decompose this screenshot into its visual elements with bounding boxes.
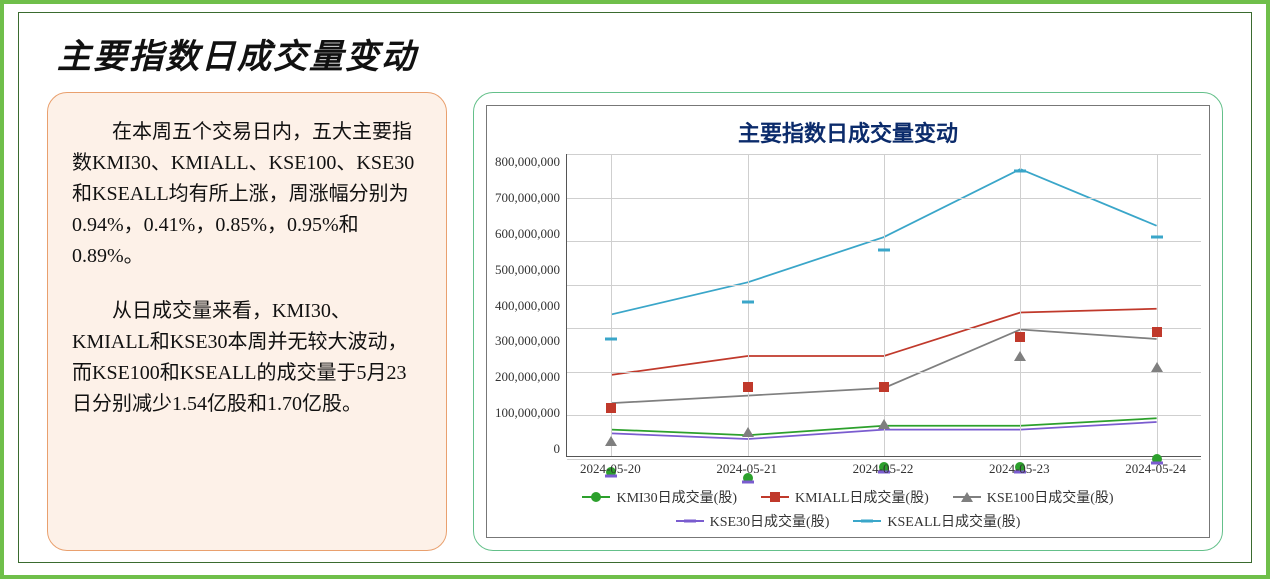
- chart-marker: [1151, 362, 1163, 372]
- legend-label: KMI30日成交量(股): [616, 487, 737, 507]
- x-tick-label: 2024-05-20: [580, 461, 641, 477]
- y-tick-label: 100,000,000: [495, 405, 560, 421]
- plot-wrap: 800,000,000 700,000,000 600,000,000 500,000…: [495, 154, 1201, 457]
- y-tick-label: 700,000,000: [495, 190, 560, 206]
- chart-marker: [1014, 170, 1026, 173]
- legend-label: KSE100日成交量(股): [987, 487, 1114, 507]
- x-tick-label: 2024-05-23: [989, 461, 1050, 477]
- chart-legend: KMI30日成交量(股) KMIALL日成交量(股) KSE100日成交量(股) KS…: [495, 485, 1201, 533]
- content-row: 在本周五个交易日内，五大主要指数KMI30、KMIALL、KSE100、KSE3…: [47, 92, 1223, 551]
- chart-marker: [1152, 327, 1162, 337]
- chart-marker: [1015, 332, 1025, 342]
- chart-marker: [878, 248, 890, 251]
- chart-marker: [742, 300, 754, 303]
- chart-marker: [605, 436, 617, 446]
- chart-inner: 主要指数日成交量变动 800,000,000 700,000,000 600,000…: [486, 105, 1210, 538]
- page-title: 主要指数日成交量变动: [57, 29, 1223, 78]
- legend-label: KMIALL日成交量(股): [795, 487, 929, 507]
- y-tick-label: 300,000,000: [495, 333, 560, 349]
- y-tick-label: 0: [554, 441, 561, 457]
- chart-marker: [878, 419, 890, 429]
- chart-marker: [1151, 235, 1163, 238]
- plot-area: [566, 154, 1201, 457]
- legend-item: KMIALL日成交量(股): [761, 487, 929, 507]
- chart-marker: [606, 403, 616, 413]
- legend-label: KSEALL日成交量(股): [887, 511, 1020, 531]
- inner-frame: 主要指数日成交量变动 在本周五个交易日内，五大主要指数KMI30、KMIALL、…: [18, 12, 1252, 563]
- legend-item: KSEALL日成交量(股): [853, 511, 1020, 531]
- chart-marker: [605, 337, 617, 340]
- outer-frame: 主要指数日成交量变动 在本周五个交易日内，五大主要指数KMI30、KMIALL、…: [0, 0, 1270, 579]
- legend-item: KMI30日成交量(股): [582, 487, 737, 507]
- y-tick-label: 600,000,000: [495, 226, 560, 242]
- chart-title: 主要指数日成交量变动: [495, 116, 1201, 148]
- y-tick-label: 500,000,000: [495, 262, 560, 278]
- legend-item: KSE30日成交量(股): [676, 511, 830, 531]
- y-tick-label: 400,000,000: [495, 298, 560, 314]
- y-tick-label: 800,000,000: [495, 154, 560, 170]
- y-axis-labels: 800,000,000 700,000,000 600,000,000 500,000…: [495, 154, 566, 457]
- x-axis-labels: 2024-05-20 2024-05-21 2024-05-22 2024-05-23…: [566, 461, 1201, 479]
- x-tick-label: 2024-05-21: [716, 461, 777, 477]
- x-tick-label: 2024-05-24: [1125, 461, 1186, 477]
- chart-marker: [743, 382, 753, 392]
- chart-marker: [879, 382, 889, 392]
- chart-marker: [742, 481, 754, 484]
- x-tick-label: 2024-05-22: [853, 461, 914, 477]
- legend-label: KSE30日成交量(股): [710, 511, 830, 531]
- chart-marker: [742, 427, 754, 437]
- chart-panel: 主要指数日成交量变动 800,000,000 700,000,000 600,000…: [473, 92, 1223, 551]
- summary-paragraph-1: 在本周五个交易日内，五大主要指数KMI30、KMIALL、KSE100、KSE3…: [72, 117, 426, 272]
- legend-item: KSE100日成交量(股): [953, 487, 1114, 507]
- chart-marker: [1014, 351, 1026, 361]
- y-tick-label: 200,000,000: [495, 369, 560, 385]
- summary-paragraph-2: 从日成交量来看，KMI30、KMIALL和KSE30本周并无较大波动，而KSE1…: [72, 296, 426, 420]
- summary-text-box: 在本周五个交易日内，五大主要指数KMI30、KMIALL、KSE100、KSE3…: [47, 92, 447, 551]
